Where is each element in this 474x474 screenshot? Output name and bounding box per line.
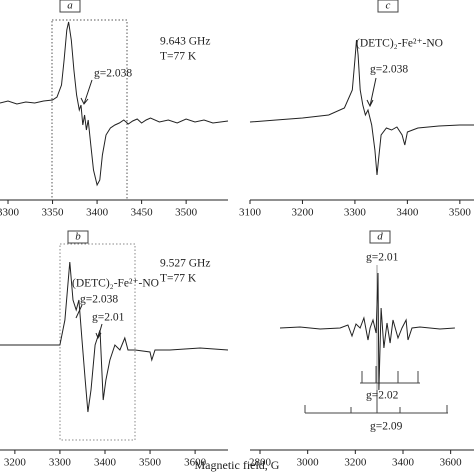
x-tick-label: 3100: [239, 207, 262, 219]
spectrum-line: [249, 39, 474, 176]
annotation: T=77 K: [160, 273, 197, 285]
x-tick-label: 3400: [392, 457, 415, 469]
stick-diagram: [304, 366, 448, 414]
annotation: g=2.01: [92, 312, 125, 324]
annotation: (DETC)₂-Fe²⁺-NO: [72, 278, 159, 290]
annotation: g=2.038: [370, 64, 408, 76]
x-tick-label: 2800: [249, 457, 272, 469]
annotation: T=77 K: [160, 51, 197, 63]
panel-label-box: [59, 0, 81, 13]
x-tick-label: 3300: [49, 457, 72, 469]
spectrum-line: [279, 272, 455, 391]
panel-label: d: [377, 231, 383, 243]
panel-label-box: [369, 230, 391, 244]
annotation: g=2.01: [366, 252, 399, 264]
x-axis-label: Magnetic field, G: [195, 458, 280, 472]
annotation: (DETC)₂-Fe²⁺-NO: [356, 38, 443, 50]
x-tick-label: 3200: [344, 457, 367, 469]
annotation: g=2.02: [366, 390, 399, 402]
x-tick-label: 3300: [344, 207, 367, 219]
region-box: [59, 243, 136, 441]
annotation: 9.643 GHz: [160, 36, 210, 48]
panel-label-box: [67, 230, 89, 244]
panel-label: c: [386, 0, 391, 12]
x-tick-label: 3500: [139, 457, 162, 469]
x-tick-label: 3400: [86, 207, 109, 219]
x-tick-label: 3450: [131, 207, 154, 219]
x-tick-label: 3400: [396, 207, 419, 219]
panel-label: a: [67, 0, 73, 12]
x-tick-label: 3200: [4, 457, 27, 469]
spectrum-line: [0, 21, 229, 187]
x-tick-label: 3300: [0, 207, 20, 219]
panel-label-box: [377, 0, 399, 13]
arrow: [80, 79, 93, 105]
annotation: g=2.038: [80, 294, 118, 306]
x-tick-label: 3350: [42, 207, 65, 219]
x-tick-label: 3500: [449, 207, 472, 219]
arrow: [366, 77, 377, 108]
x-tick-label: 3200: [291, 207, 314, 219]
x-tick-label: 3400: [94, 457, 117, 469]
x-tick-label: 3600: [184, 457, 207, 469]
annotation: g=2.09: [370, 421, 403, 433]
annotation: 9.527 GHz: [160, 258, 210, 270]
annotation: g=2.038: [94, 68, 132, 80]
x-tick-label: 3600: [440, 457, 463, 469]
panel-label: b: [75, 231, 81, 243]
spectrum-line: [0, 261, 229, 413]
x-tick-label: 3500: [175, 207, 198, 219]
x-tick-label: 3000: [297, 457, 320, 469]
region-box: [51, 19, 128, 201]
